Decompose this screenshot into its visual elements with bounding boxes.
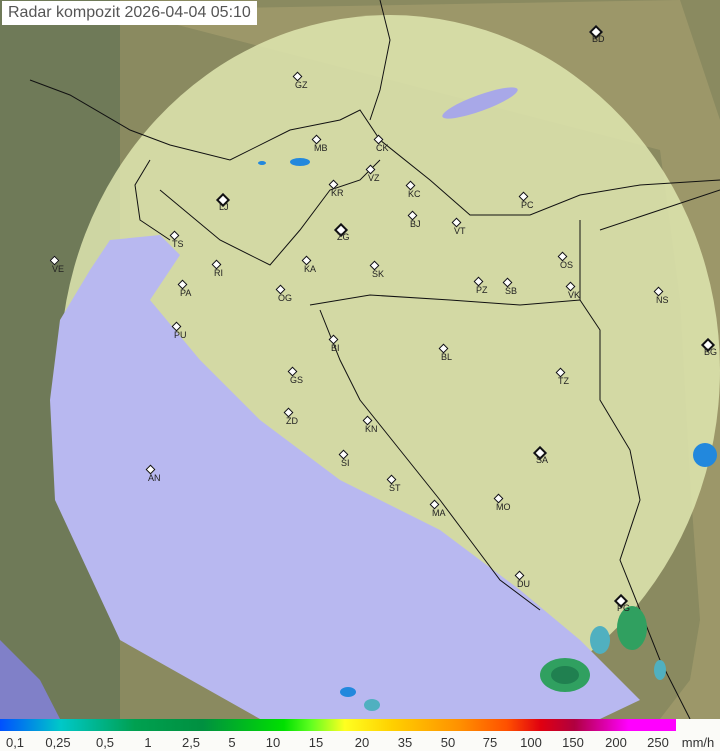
city-label: BD: [592, 34, 605, 44]
legend-label: 15: [308, 735, 324, 750]
precipitation-echoes: [258, 158, 717, 711]
city-label: RI: [214, 268, 223, 278]
legend-label: 100: [520, 735, 542, 750]
legend-label: 50: [440, 735, 456, 750]
city-label: CK: [376, 143, 389, 153]
legend-label: 2,5: [181, 735, 201, 750]
legend-label: 250: [647, 735, 669, 750]
city-label: KR: [331, 188, 344, 198]
city-label: OG: [278, 293, 293, 303]
lake-balaton: [442, 87, 518, 119]
legend-label: 35: [397, 735, 413, 750]
city-label: DU: [517, 579, 530, 589]
legend-unit: mm/h: [681, 735, 715, 750]
city-label: SI: [341, 458, 350, 468]
legend-label: 150: [562, 735, 584, 750]
city-label: MO: [496, 502, 511, 512]
city-label: VK: [568, 290, 581, 300]
legend-label: 200: [605, 735, 627, 750]
map-title: Radar kompozit 2026-04-04 05:10: [2, 1, 257, 25]
city-label: AN: [148, 473, 161, 483]
city-label: VZ: [368, 173, 380, 183]
precipitation-color-scale: [0, 719, 676, 731]
radar-map[interactable]: [0, 0, 720, 719]
city-label: BJ: [410, 219, 421, 229]
legend-label: 0,25: [45, 735, 71, 750]
city-label: ZD: [286, 416, 298, 426]
city-label: BL: [441, 352, 453, 362]
city-label: PC: [521, 200, 534, 210]
city-label: MA: [432, 508, 446, 518]
legend-label: 0,5: [95, 735, 115, 750]
city-label: GS: [290, 375, 304, 385]
city-label: BI: [331, 343, 340, 353]
legend-label: 1: [144, 735, 152, 750]
city-label: KC: [408, 189, 421, 199]
city-label: MB: [314, 143, 328, 153]
city-label: ST: [389, 483, 401, 493]
city-label: PA: [180, 288, 192, 298]
city-label: PZ: [476, 285, 488, 295]
city-label: TS: [172, 239, 184, 249]
city-label: KA: [304, 264, 317, 274]
city-label: SB: [505, 286, 518, 296]
city-label: KN: [365, 424, 378, 434]
legend-label: 75: [482, 735, 498, 750]
city-label: VT: [454, 226, 466, 236]
legend-label: 20: [354, 735, 370, 750]
city-label: ZG: [337, 232, 350, 242]
city-label: PG: [617, 603, 631, 613]
legend-label: 5: [228, 735, 236, 750]
adriatic-sea: [50, 235, 640, 719]
city-label: NS: [656, 295, 669, 305]
city-label: SK: [372, 269, 385, 279]
city-label: GZ: [295, 80, 308, 90]
city-label: OS: [560, 260, 574, 270]
city-label: BG: [704, 347, 718, 357]
legend-label: 0,1: [5, 735, 25, 750]
city-label: TZ: [558, 376, 569, 386]
city-label: LJ: [219, 202, 229, 212]
city-label: VE: [52, 264, 65, 274]
city-label: PU: [174, 330, 187, 340]
city-label: SA: [536, 455, 549, 465]
legend-label: 10: [265, 735, 281, 750]
